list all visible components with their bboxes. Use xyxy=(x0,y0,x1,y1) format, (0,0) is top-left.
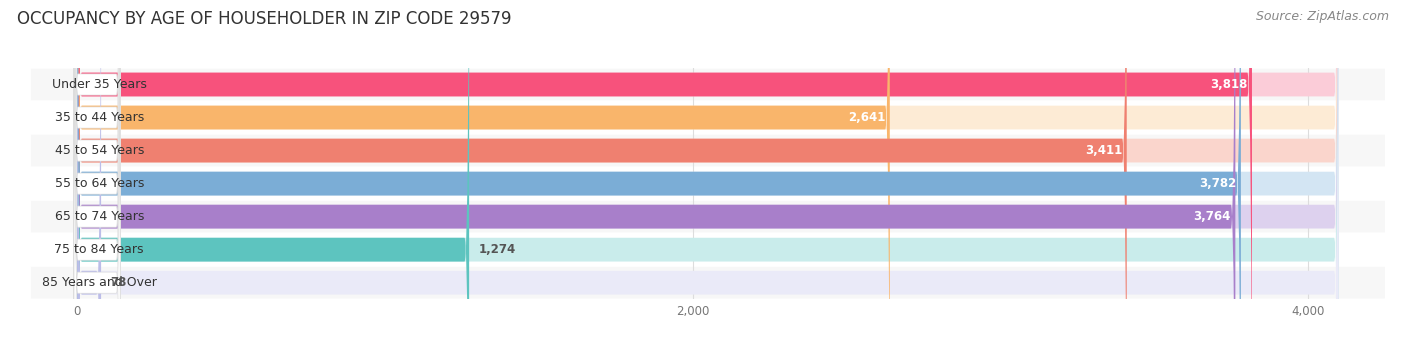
Text: 2,641: 2,641 xyxy=(848,111,886,124)
Text: 55 to 64 Years: 55 to 64 Years xyxy=(55,177,143,190)
FancyBboxPatch shape xyxy=(75,0,120,340)
Text: 45 to 54 Years: 45 to 54 Years xyxy=(55,144,143,157)
FancyBboxPatch shape xyxy=(77,0,101,340)
FancyBboxPatch shape xyxy=(75,0,120,340)
FancyBboxPatch shape xyxy=(31,69,1385,100)
FancyBboxPatch shape xyxy=(75,0,120,340)
Text: 3,764: 3,764 xyxy=(1194,210,1230,223)
Text: 35 to 44 Years: 35 to 44 Years xyxy=(55,111,143,124)
FancyBboxPatch shape xyxy=(31,267,1385,299)
Text: 85 Years and Over: 85 Years and Over xyxy=(42,276,156,289)
FancyBboxPatch shape xyxy=(31,168,1385,200)
Text: Under 35 Years: Under 35 Years xyxy=(52,78,146,91)
Text: Source: ZipAtlas.com: Source: ZipAtlas.com xyxy=(1256,10,1389,23)
FancyBboxPatch shape xyxy=(31,234,1385,266)
FancyBboxPatch shape xyxy=(77,0,1339,340)
FancyBboxPatch shape xyxy=(77,0,890,340)
FancyBboxPatch shape xyxy=(77,0,1339,340)
Text: 65 to 74 Years: 65 to 74 Years xyxy=(55,210,143,223)
FancyBboxPatch shape xyxy=(77,0,1236,340)
FancyBboxPatch shape xyxy=(31,135,1385,166)
FancyBboxPatch shape xyxy=(77,0,1339,340)
FancyBboxPatch shape xyxy=(77,0,1251,340)
Text: 3,782: 3,782 xyxy=(1199,177,1236,190)
FancyBboxPatch shape xyxy=(77,0,1241,340)
FancyBboxPatch shape xyxy=(75,0,120,340)
Text: 1,274: 1,274 xyxy=(478,243,516,256)
FancyBboxPatch shape xyxy=(31,102,1385,133)
FancyBboxPatch shape xyxy=(31,201,1385,233)
Text: 78: 78 xyxy=(110,276,127,289)
FancyBboxPatch shape xyxy=(77,0,1339,340)
FancyBboxPatch shape xyxy=(77,0,1339,340)
FancyBboxPatch shape xyxy=(75,0,120,340)
FancyBboxPatch shape xyxy=(75,0,120,340)
Text: 3,411: 3,411 xyxy=(1085,144,1122,157)
FancyBboxPatch shape xyxy=(77,0,1339,340)
Text: 3,818: 3,818 xyxy=(1211,78,1247,91)
Text: 75 to 84 Years: 75 to 84 Years xyxy=(55,243,143,256)
FancyBboxPatch shape xyxy=(77,0,470,340)
Text: OCCUPANCY BY AGE OF HOUSEHOLDER IN ZIP CODE 29579: OCCUPANCY BY AGE OF HOUSEHOLDER IN ZIP C… xyxy=(17,10,512,28)
FancyBboxPatch shape xyxy=(77,0,1339,340)
FancyBboxPatch shape xyxy=(77,0,1126,340)
FancyBboxPatch shape xyxy=(75,0,120,340)
